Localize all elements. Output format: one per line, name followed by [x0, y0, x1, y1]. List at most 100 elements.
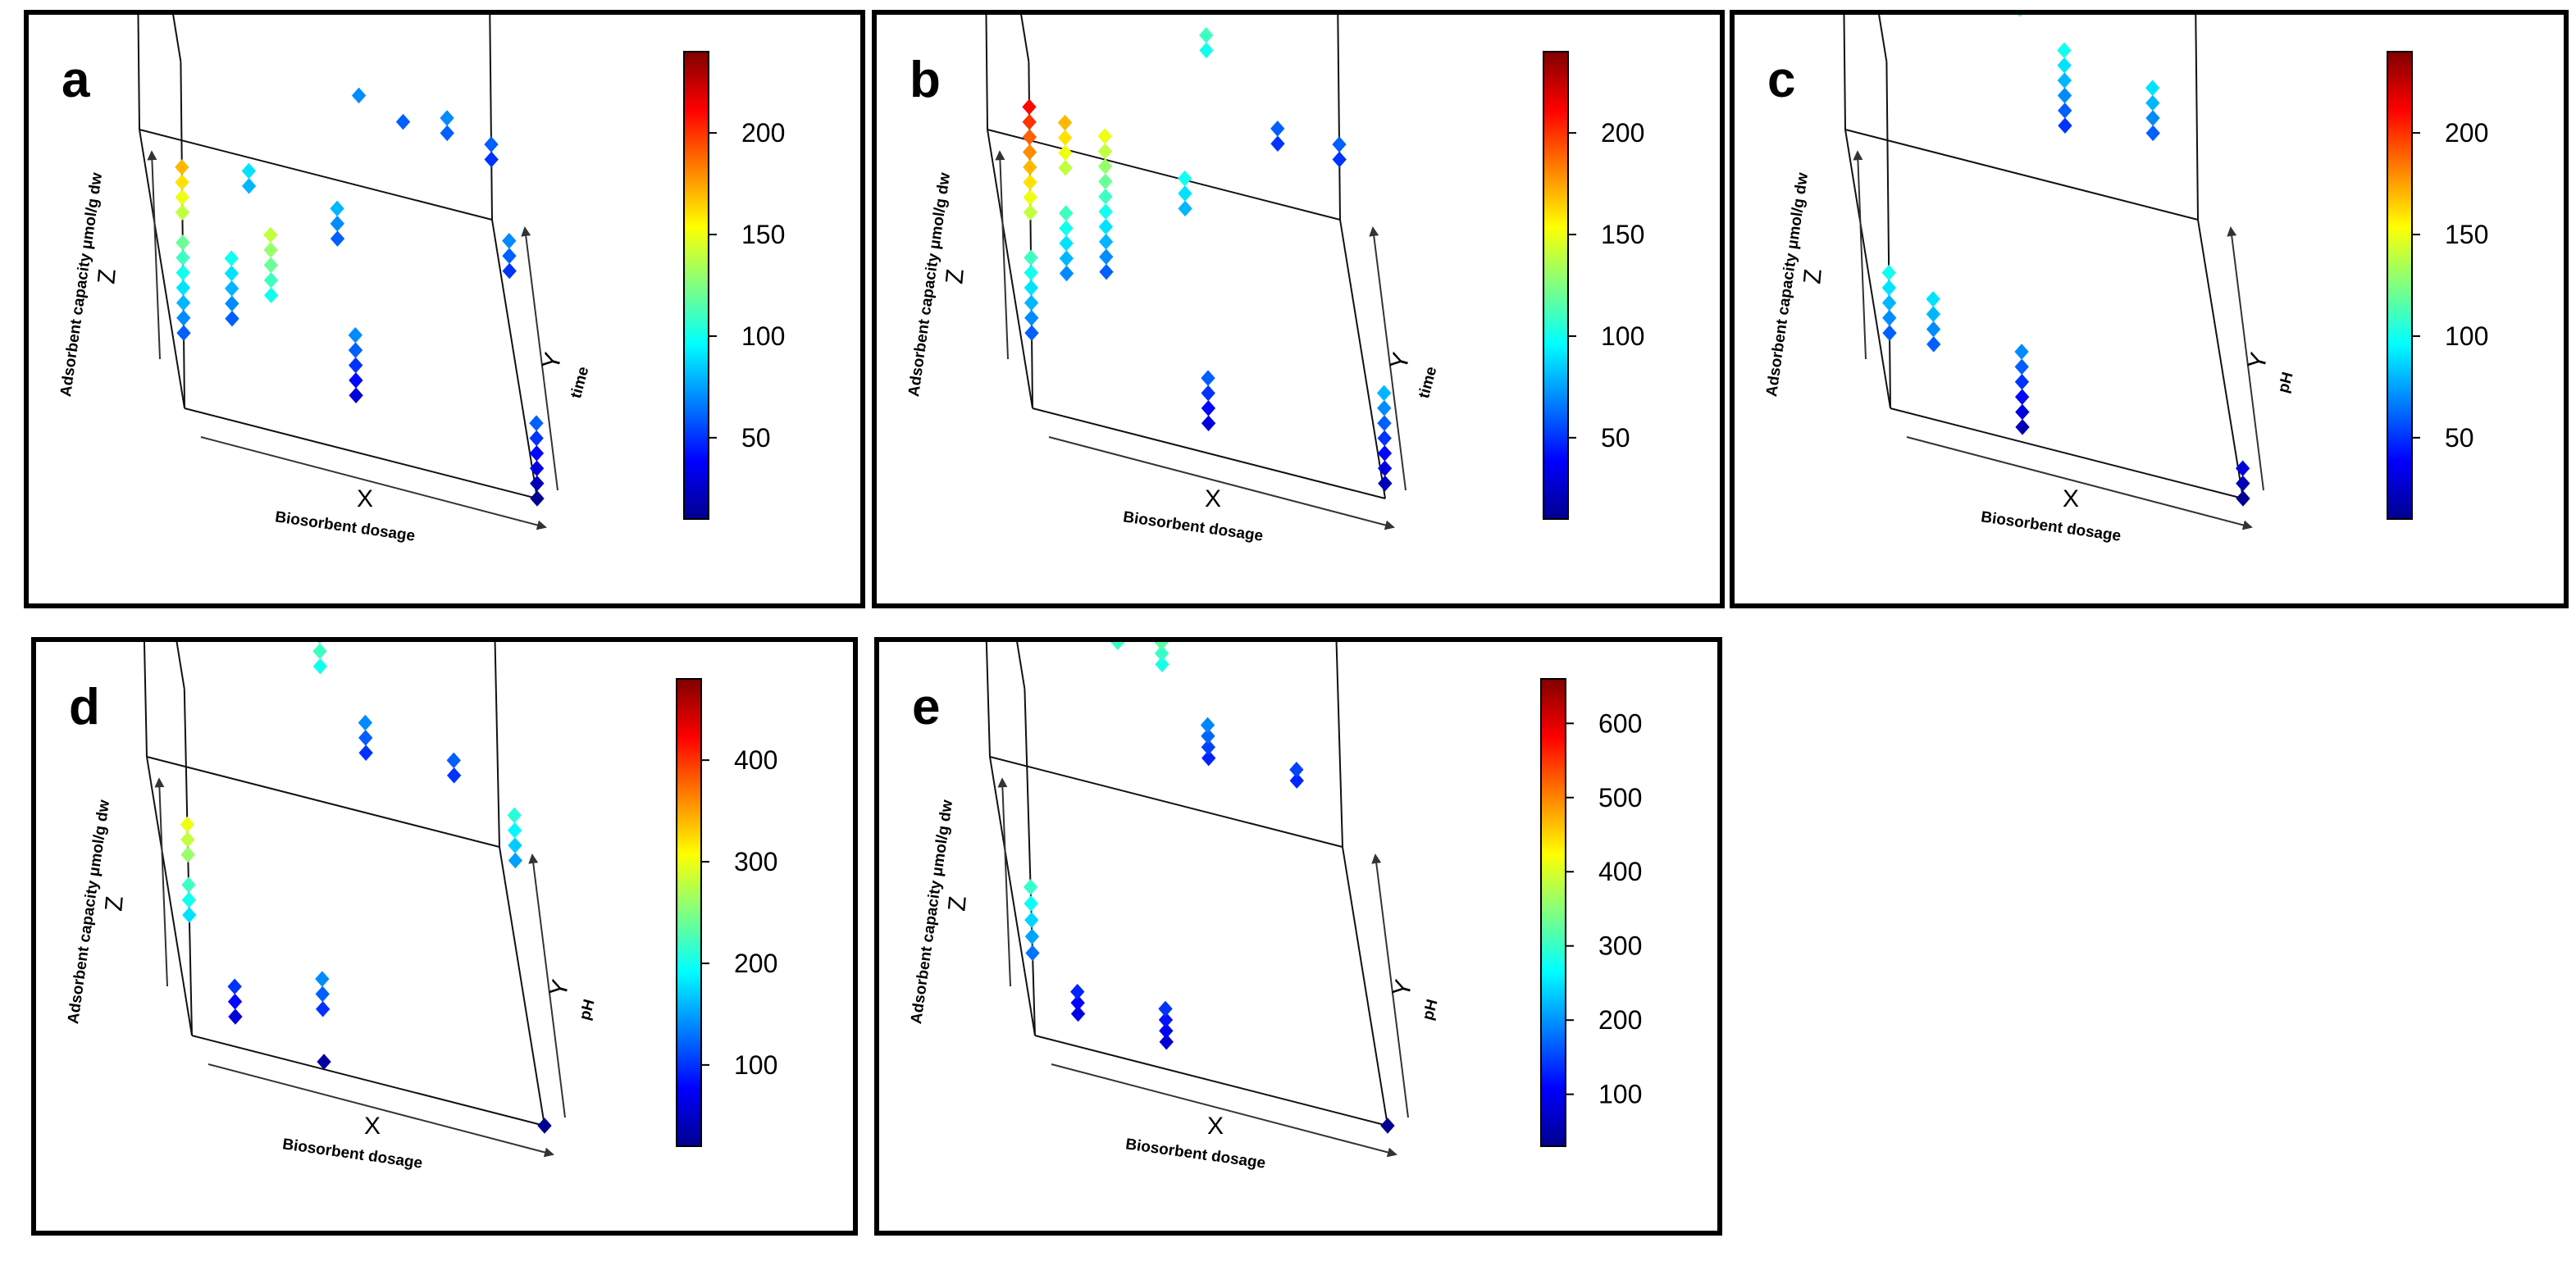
data-points: [1023, 642, 1395, 1134]
data-point-4-0: [1178, 200, 1192, 217]
data-point-6-0: [446, 767, 462, 784]
data-point-13-0: [502, 262, 517, 280]
data-point-8-0: [2236, 490, 2250, 507]
data-point-0-0: [182, 907, 197, 923]
data-point-0-11: [1022, 129, 1037, 145]
data-point-0-4: [1023, 879, 1038, 895]
data-point-2-2: [315, 986, 330, 1003]
x-axis-letter: X: [364, 1113, 381, 1140]
colorbar-tick-label: 200: [734, 949, 777, 978]
data-point-3-0: [1110, 642, 1125, 650]
data-point-9-4: [1377, 415, 1392, 431]
data-point-4-0: [1155, 656, 1169, 672]
data-point-3-3: [1201, 370, 1215, 386]
data-point-2-3: [1098, 218, 1114, 235]
data-point-0-5: [176, 249, 190, 266]
data-point-0-12: [1022, 114, 1037, 130]
data-point-9-0: [1378, 475, 1393, 492]
data-point-3-2: [2014, 389, 2030, 405]
colorbar-tick-label: 600: [1598, 708, 1642, 738]
data-point-7-0: [508, 852, 523, 869]
y-axis-title: time: [568, 365, 592, 400]
colorbar-tick-label: 150: [741, 220, 785, 249]
data-point-12-2: [529, 460, 545, 476]
data-point-3-0: [1201, 415, 1216, 431]
data-point-1-3: [175, 159, 189, 175]
data-point-4-2: [1154, 642, 1169, 651]
colorbar-tick-label: 400: [734, 745, 777, 775]
data-point-0-4: [1024, 264, 1038, 281]
data-point-2-2: [1926, 306, 1941, 322]
chart-panel-b: X Biosorbent dosage Z Adsorbent capacity μm…: [872, 10, 1725, 608]
x-axis-arrow: [1048, 436, 1395, 530]
data-point-0-6: [1023, 204, 1038, 221]
data-point-2-0: [1099, 263, 1114, 280]
data-point-9-1: [1377, 460, 1393, 476]
data-point-7-2: [507, 822, 522, 839]
y-axis-letter: Y: [2243, 350, 2273, 373]
data-point-1-1: [227, 993, 243, 1010]
data-point-5-0: [358, 744, 373, 761]
z-axis-title: Adsorbent capacity μmol/g dw: [908, 799, 956, 1025]
data-point-2-8: [1097, 143, 1113, 160]
data-point-0-6: [176, 234, 190, 251]
colorbar-tick-label: 200: [1601, 118, 1644, 148]
data-point-5-0: [2017, 15, 2022, 17]
data-point-12-0: [530, 490, 545, 507]
data-points: [175, 87, 545, 507]
plot-box: [1843, 15, 2244, 499]
y-axis-arrow: [528, 854, 566, 1118]
plot-box: [985, 15, 1386, 499]
data-point-4-1: [241, 162, 257, 180]
data-point-3-4: [224, 250, 239, 266]
data-point-1-0: [1059, 265, 1074, 282]
y-axis-arrow: [521, 226, 559, 491]
z-axis-title: Adsorbent capacity μmol/g dw: [65, 799, 113, 1025]
z-axis-title: Adsorbent capacity μmol/g dw: [1763, 171, 1812, 398]
data-point-8-2: [2235, 460, 2250, 476]
data-point-2-6: [1098, 173, 1113, 190]
z-axis-letter: Z: [93, 268, 121, 285]
data-point-5-1: [349, 372, 363, 389]
data-point-8-0: [1270, 135, 1285, 152]
data-point-2-0: [1159, 1033, 1174, 1050]
data-point-7-3: [2145, 80, 2160, 96]
data-point-1-0: [175, 204, 190, 221]
data-point-2-0: [264, 287, 279, 303]
panel-label: c: [1767, 52, 1795, 108]
data-point-1-2: [1070, 983, 1085, 1000]
colorbar-tick-label: 100: [734, 1050, 777, 1080]
y-axis-letter: Y: [1388, 977, 1418, 1000]
z-axis-title: Adsorbent capacity μmol/g dw: [57, 171, 106, 398]
data-point-8-0: [537, 1118, 552, 1134]
z-axis-letter: Z: [943, 895, 971, 913]
data-point-6-2: [2057, 87, 2072, 104]
data-point-7-0: [2145, 125, 2160, 142]
data-point-2-1: [1926, 321, 1941, 338]
y-axis-letter: Y: [537, 350, 568, 373]
data-point-5-0: [349, 387, 363, 403]
data-point-8-1: [1270, 121, 1285, 137]
data-point-0-4: [180, 831, 195, 848]
data-point-6-2: [330, 200, 344, 217]
colorbar: [683, 51, 709, 520]
data-point-1-0: [1070, 1005, 1086, 1022]
data-point-2-1: [263, 271, 279, 289]
data-point-4-1: [1178, 185, 1192, 202]
data-point-5-2: [349, 357, 363, 374]
data-point-1-2: [1881, 294, 1897, 312]
data-point-2-0: [317, 1054, 331, 1070]
colorbar-tick-label: 200: [2445, 118, 2488, 148]
y-axis-arrow: [1369, 226, 1407, 491]
x-axis-letter: X: [357, 485, 373, 512]
colorbar: [1540, 678, 1566, 1147]
data-points: [1022, 27, 1393, 492]
data-point-1-0: [1882, 325, 1897, 341]
colorbar: [1543, 51, 1569, 520]
data-point-3-1: [2015, 403, 2030, 421]
x-axis-letter: X: [1207, 1113, 1224, 1140]
x-axis-arrow: [1906, 436, 2253, 530]
data-point-1-0: [228, 1008, 243, 1025]
data-point-0-3: [1024, 895, 1038, 912]
